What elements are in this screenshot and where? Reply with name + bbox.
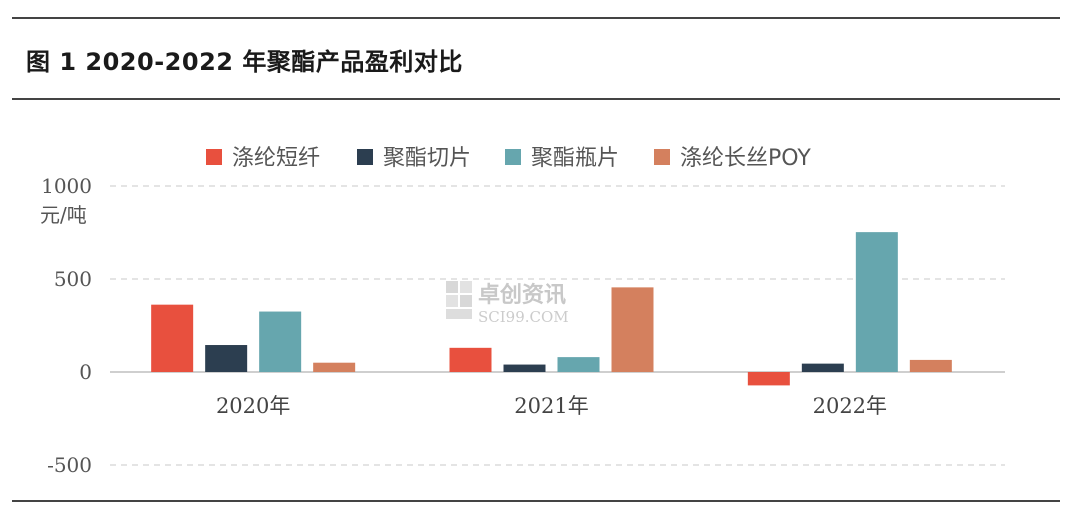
legend-swatch bbox=[206, 149, 222, 165]
x-tick-label: 2020年 bbox=[216, 394, 290, 418]
top-rule bbox=[12, 17, 1060, 19]
bar bbox=[801, 363, 844, 372]
legend-label: 涤纶短纤 bbox=[232, 146, 320, 171]
bar bbox=[205, 345, 248, 372]
watermark-logo-2 bbox=[460, 281, 472, 293]
y-tick-label: 500 bbox=[54, 267, 92, 291]
legend-swatch bbox=[654, 149, 670, 165]
legend-swatch bbox=[505, 149, 521, 165]
bar bbox=[611, 287, 654, 372]
bar bbox=[151, 304, 194, 372]
legend-label: 涤纶长丝POY bbox=[680, 146, 811, 171]
x-axis: 2020年 2021年 2022年 bbox=[216, 394, 887, 418]
legend-label: 聚酯瓶片 bbox=[531, 146, 619, 171]
watermark: 卓创资讯 SCI99.COM bbox=[446, 281, 569, 326]
bar bbox=[909, 359, 952, 372]
y-axis-unit: 元/吨 bbox=[40, 203, 87, 227]
watermark-logo-4 bbox=[460, 295, 472, 307]
x-tick-label: 2021年 bbox=[514, 394, 588, 418]
watermark-cn: 卓创资讯 bbox=[478, 283, 566, 308]
bar bbox=[449, 347, 492, 372]
bar bbox=[313, 362, 356, 372]
watermark-logo bbox=[446, 281, 458, 293]
bar bbox=[557, 357, 600, 372]
legend-swatch bbox=[357, 149, 373, 165]
y-axis: 1000 500 0 -500 bbox=[41, 174, 92, 477]
watermark-en: SCI99.COM bbox=[478, 308, 569, 326]
title-rule bbox=[12, 98, 1060, 100]
legend: 涤纶短纤 聚酯切片 聚酯瓶片 涤纶长丝POY bbox=[206, 146, 811, 171]
bar bbox=[503, 364, 546, 372]
bar bbox=[259, 311, 302, 372]
bars bbox=[151, 232, 952, 386]
y-tick-label: 1000 bbox=[41, 174, 92, 198]
legend-label: 聚酯切片 bbox=[383, 146, 471, 171]
figure-title: 图 1 2020-2022 年聚酯产品盈利对比 bbox=[26, 48, 463, 76]
y-tick-label: -500 bbox=[47, 453, 92, 477]
watermark-logo-3 bbox=[446, 295, 458, 307]
y-tick-label: 0 bbox=[79, 360, 92, 384]
bar bbox=[747, 372, 790, 386]
bar bbox=[855, 232, 898, 372]
watermark-logo-5 bbox=[446, 309, 472, 319]
x-tick-label: 2022年 bbox=[813, 394, 887, 418]
bottom-rule bbox=[12, 500, 1060, 502]
